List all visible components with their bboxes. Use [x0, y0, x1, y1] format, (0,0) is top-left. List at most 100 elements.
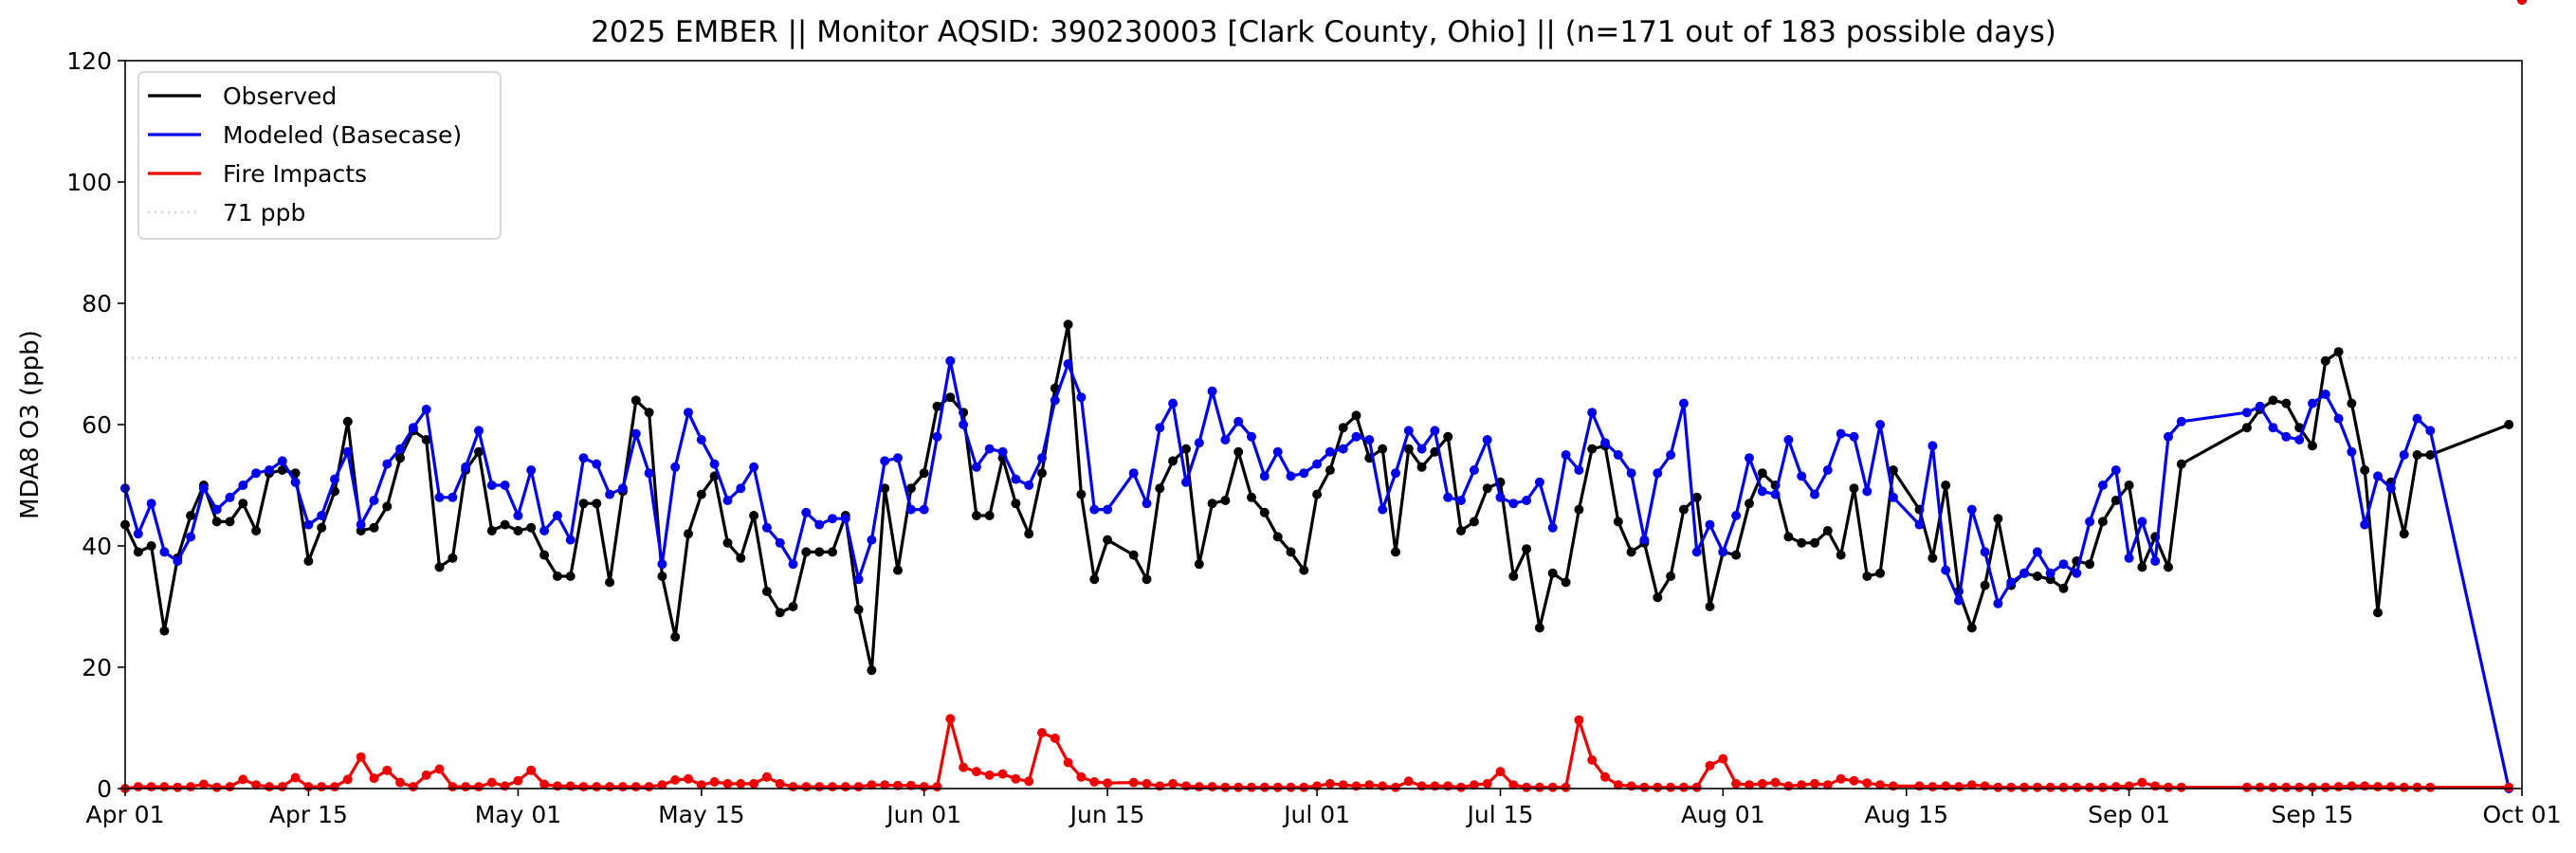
data-point-modeled-basecase — [1391, 468, 1400, 479]
data-point-observed — [1757, 468, 1767, 479]
data-point-modeled-basecase — [630, 428, 641, 439]
data-point-modeled-basecase — [2399, 450, 2409, 460]
data-point-fire-impacts — [159, 782, 170, 792]
data-point-modeled-basecase — [1547, 522, 1558, 533]
y-tick-label: 120 — [66, 47, 112, 75]
data-point-modeled-basecase — [959, 420, 969, 429]
data-point-modeled-basecase — [1272, 446, 1283, 457]
data-point-modeled-basecase — [265, 465, 274, 475]
data-point-modeled-basecase — [1914, 519, 1925, 530]
data-point-modeled-basecase — [2006, 577, 2017, 588]
data-point-fire-impacts — [356, 752, 366, 762]
data-point-modeled-basecase — [146, 499, 156, 509]
data-point-observed — [696, 489, 706, 499]
data-point-observed — [2333, 347, 2344, 357]
data-point-fire-impacts — [474, 782, 484, 792]
data-point-modeled-basecase — [1089, 504, 1100, 515]
data-point-modeled-basecase — [670, 462, 681, 472]
data-point-modeled-basecase — [1941, 565, 1951, 575]
data-point-modeled-basecase — [2412, 413, 2422, 424]
data-point-fire-impacts — [133, 782, 143, 792]
data-point-modeled-basecase — [2045, 568, 2055, 578]
data-point-fire-impacts — [684, 773, 693, 784]
data-point-observed — [1247, 492, 1256, 502]
data-point-modeled-basecase — [408, 423, 418, 433]
data-point-fire-impacts — [1063, 757, 1073, 768]
data-point-observed — [1508, 572, 1519, 581]
legend-label: Modeled (Basecase) — [223, 121, 462, 149]
data-point-observed — [1272, 532, 1283, 542]
data-point-fire-impacts — [2176, 782, 2186, 792]
data-point-fire-impacts — [238, 774, 248, 785]
data-point-modeled-basecase — [971, 462, 981, 472]
data-point-observed — [1089, 574, 1100, 585]
data-point-fire-impacts — [945, 714, 956, 724]
data-point-observed — [1547, 568, 1558, 578]
data-point-fire-impacts — [971, 767, 981, 777]
data-point-observed — [2097, 517, 2108, 527]
data-point-modeled-basecase — [2268, 423, 2278, 433]
data-point-fire-impacts — [211, 782, 222, 792]
data-point-fire-impacts — [722, 778, 733, 789]
data-point-observed — [2032, 572, 2042, 581]
data-point-modeled-basecase — [277, 456, 287, 466]
data-point-modeled-basecase — [526, 465, 537, 475]
data-point-modeled-basecase — [1574, 465, 1584, 475]
data-point-observed — [1810, 537, 1819, 548]
data-point-observed — [317, 522, 327, 533]
data-point-fire-impacts — [2072, 782, 2082, 792]
data-point-fire-impacts — [1783, 781, 1794, 791]
data-point-observed — [1927, 553, 1938, 563]
data-point-fire-impacts — [2255, 782, 2265, 792]
data-point-fire-impacts — [1534, 782, 1544, 792]
data-point-fire-impacts — [670, 775, 681, 785]
data-point-fire-impacts — [1574, 715, 1584, 725]
y-tick-label: 20 — [82, 654, 112, 681]
data-point-fire-impacts — [605, 782, 615, 792]
data-point-modeled-basecase — [684, 408, 693, 418]
data-point-observed — [1155, 483, 1165, 494]
data-point-fire-impacts — [1443, 781, 1453, 791]
data-point-fire-impacts — [1168, 778, 1178, 789]
data-point-observed — [2137, 562, 2147, 572]
x-tick-label: Jul 01 — [1282, 801, 1350, 828]
data-point-fire-impacts — [1653, 782, 1663, 792]
data-point-observed — [1207, 499, 1217, 509]
data-point-modeled-basecase — [696, 435, 706, 445]
data-point-fire-impacts — [630, 782, 641, 792]
data-point-observed — [1168, 456, 1178, 466]
data-point-observed — [1613, 517, 1623, 527]
data-point-modeled-basecase — [2110, 465, 2121, 475]
data-point-fire-impacts — [421, 770, 431, 780]
data-point-fire-impacts — [2425, 782, 2436, 792]
data-point-modeled-basecase — [225, 492, 235, 502]
series-line-modeled-basecase — [123, 359, 2511, 789]
data-point-fire-impacts — [395, 777, 406, 788]
data-point-observed — [1194, 559, 1204, 570]
data-point-modeled-basecase — [1745, 453, 1754, 463]
data-point-modeled-basecase — [1128, 468, 1139, 479]
data-point-fire-impacts — [696, 780, 706, 790]
data-point-observed — [657, 572, 667, 581]
data-point-modeled-basecase — [592, 459, 602, 469]
data-point-fire-impacts — [382, 765, 393, 775]
data-point-fire-impacts — [225, 782, 235, 792]
data-point-modeled-basecase — [1770, 489, 1781, 499]
data-point-observed — [2399, 529, 2409, 539]
data-point-fire-impacts — [1364, 780, 1375, 790]
data-point-fire-impacts — [2241, 782, 2252, 792]
data-point-fire-impacts — [1927, 782, 1938, 792]
data-point-fire-impacts — [251, 780, 262, 790]
data-point-modeled-basecase — [1259, 471, 1270, 481]
data-point-modeled-basecase — [1312, 459, 1323, 469]
data-point-observed — [2360, 465, 2370, 475]
data-point-observed — [578, 499, 589, 509]
data-point-fire-impacts — [788, 782, 798, 792]
data-point-fire-impacts — [1351, 781, 1361, 791]
data-point-modeled-basecase — [173, 556, 183, 566]
y-tick-label: 80 — [82, 290, 112, 318]
data-point-observed — [867, 665, 877, 676]
x-tick-label: Apr 01 — [85, 801, 164, 828]
data-point-fire-impacts — [2097, 782, 2108, 792]
data-point-observed — [1822, 526, 1833, 535]
